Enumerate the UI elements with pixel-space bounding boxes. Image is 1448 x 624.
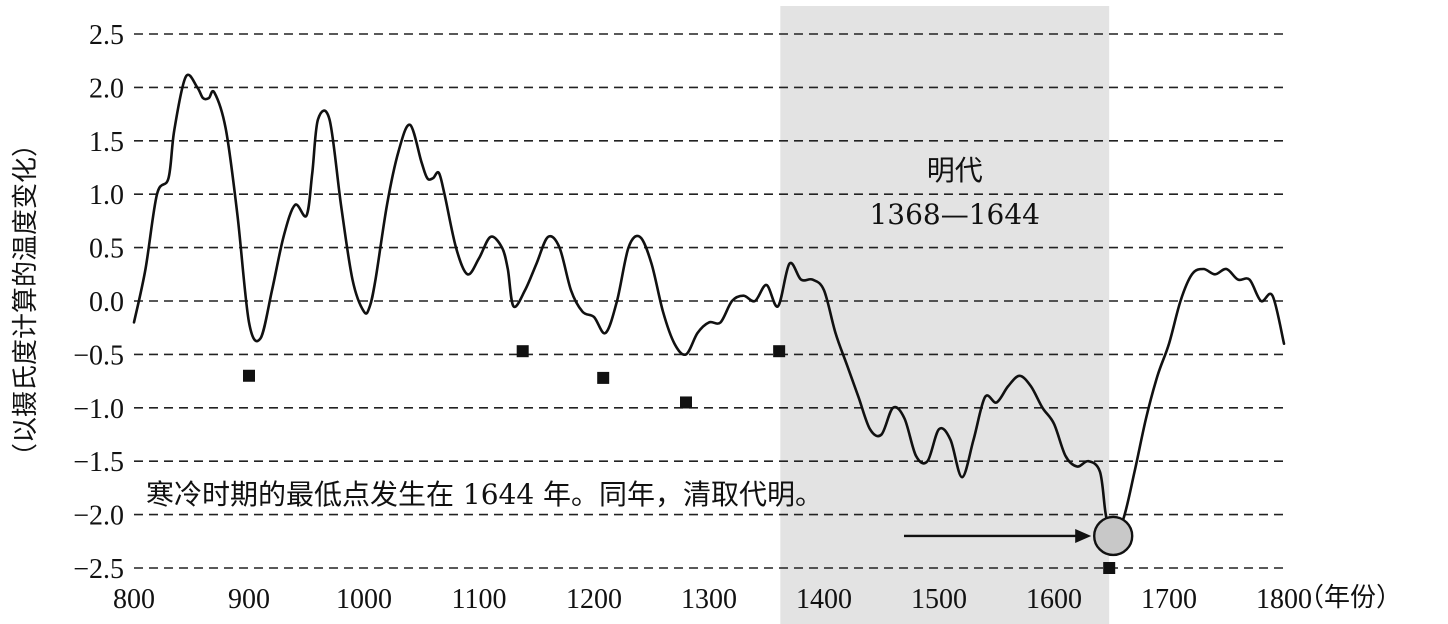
square-marker (516, 345, 529, 358)
era-range-label: 1368—1644 (869, 198, 1040, 231)
square-marker (773, 345, 786, 358)
era-label: 明代 (927, 154, 983, 187)
y-tick-label: −1.0 (73, 394, 124, 425)
square-marker (243, 369, 255, 382)
square-markers (243, 345, 1116, 574)
y-tick-label: −0.5 (73, 340, 124, 371)
y-axis-label: （以摄氏度计算的温度变化） (11, 131, 41, 469)
y-tick-label: 0.0 (89, 287, 124, 318)
y-tick-label: −1.5 (73, 447, 124, 478)
gridlines (134, 33, 1284, 569)
y-tick-label: 1.5 (89, 127, 124, 158)
annotation-arrow-head (1075, 528, 1092, 543)
x-tick-label: 1700 (1141, 584, 1197, 615)
y-tick-label: 1.0 (89, 180, 124, 211)
x-tick-label: 900 (228, 584, 270, 615)
square-marker (1103, 562, 1116, 574)
x-tick-label: 1600 (1026, 584, 1082, 615)
y-tick-label: 2.0 (89, 73, 124, 104)
square-marker (680, 396, 692, 409)
x-axis-unit: （年份） (1298, 583, 1402, 613)
x-tick-label: 1000 (336, 584, 392, 615)
x-tick-label: 1100 (452, 584, 507, 615)
y-tick-label: 0.5 (89, 234, 124, 265)
square-marker (597, 371, 610, 384)
y-tick-label: −2.0 (73, 501, 124, 532)
y-tick-label: 2.5 (89, 20, 124, 51)
y-tick-label: −2.5 (73, 554, 124, 585)
y-tick-labels: 2.5 2.0 1.5 1.0 0.5 0.0 −0.5 −1.0 −1.5 −2.0 −2.5 (73, 20, 124, 585)
x-tick-label: 1500 (911, 584, 967, 615)
x-tick-label: 1400 (796, 584, 852, 615)
x-tick-label: 1800 (1256, 584, 1312, 615)
temperature-line (132, 73, 1286, 538)
x-tick-labels: 800 900 1000 1100 1200 1300 1400 1500 1600 1700 18… (113, 584, 1312, 615)
x-tick-label: 1200 (566, 584, 622, 615)
annotation-text: 寒冷时期的最低点发生在 1644 年。同年，清取代明。 (146, 478, 823, 511)
ming-dynasty-shaded-region (780, 6, 1110, 624)
x-tick-label: 1300 (681, 584, 737, 615)
lowest-point-circle (1092, 515, 1134, 557)
x-tick-label: 800 (113, 584, 155, 615)
